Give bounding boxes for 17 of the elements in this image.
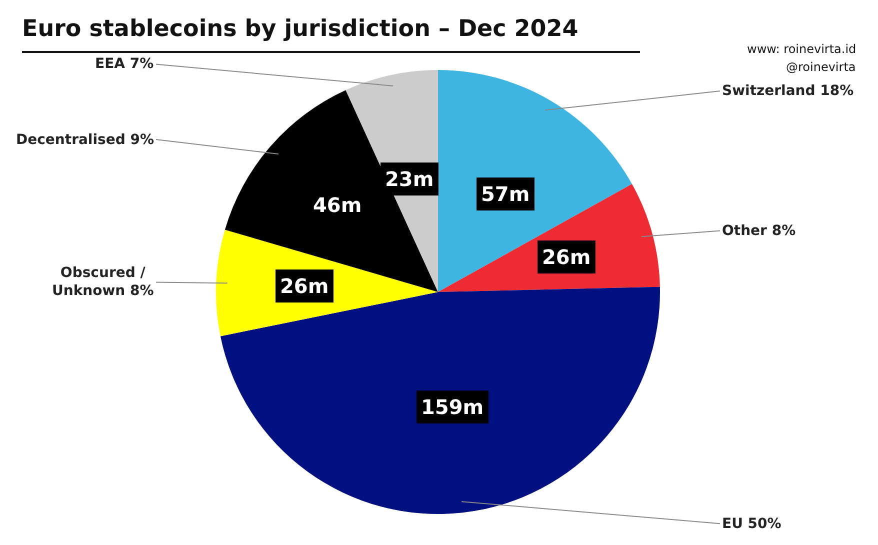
slice-label: Obscured / Unknown 8% bbox=[52, 265, 154, 300]
slice-label: EU 50% bbox=[722, 516, 782, 532]
slice-label: Other 8% bbox=[722, 223, 796, 239]
data-label: 26m bbox=[542, 245, 591, 269]
slice-label: Decentralised 9% bbox=[16, 132, 154, 148]
text: www: roinevirta.id bbox=[747, 42, 856, 56]
data-label: 159m bbox=[421, 395, 484, 419]
pie-slice bbox=[224, 90, 438, 292]
chart-title: Euro stablecoins by jurisdiction – Dec 2024 bbox=[22, 16, 578, 42]
data-label: 26m bbox=[280, 274, 329, 298]
slice-label: EEA 7% bbox=[95, 56, 154, 72]
data-label: 23m bbox=[385, 167, 434, 191]
pie-slice bbox=[438, 70, 632, 292]
slice-label: Switzerland 18% bbox=[722, 83, 854, 99]
data-label: 46m bbox=[313, 193, 362, 217]
text: @roinevirta bbox=[786, 60, 856, 74]
data-label: 57m bbox=[481, 182, 530, 206]
